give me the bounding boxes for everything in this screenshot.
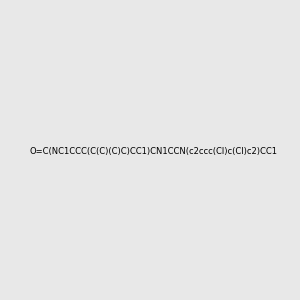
Text: O=C(NC1CCC(C(C)(C)C)CC1)CN1CCN(c2ccc(Cl)c(Cl)c2)CC1: O=C(NC1CCC(C(C)(C)C)CC1)CN1CCN(c2ccc(Cl)… — [30, 147, 278, 156]
